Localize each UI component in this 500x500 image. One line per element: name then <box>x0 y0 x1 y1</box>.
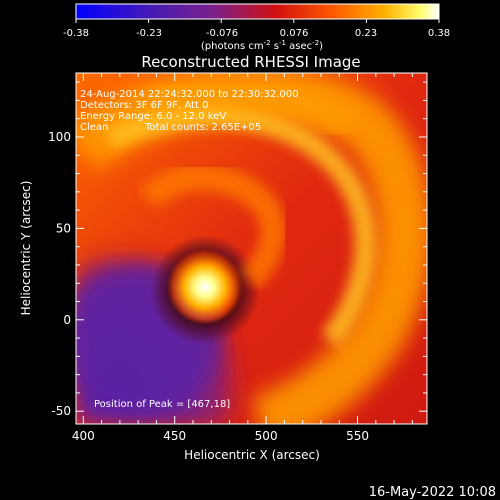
colorbar-tick-label: -0.38 <box>63 28 89 39</box>
colorbar-tick-label: 0.076 <box>280 28 309 39</box>
annotation-detectors: Detectors: 3F 6F 9F, Att 0 <box>80 100 208 111</box>
colorbar-tick-label: -0.23 <box>136 28 162 39</box>
y-tick-label: 50 <box>56 221 71 235</box>
colorbar-tick-label: 0.23 <box>355 28 377 39</box>
annotation-time-range: 24-Aug-2014 22:24:32.000 to 22:30:32.000 <box>80 89 299 100</box>
y-tick-label: -50 <box>51 404 71 418</box>
x-axis-label: Heliocentric X (arcsec) <box>184 448 320 462</box>
annotation-peak-position: Position of Peak = [467,18] <box>94 399 230 410</box>
y-tick-label: 100 <box>48 130 71 144</box>
colorbar-tick-label: -0.076 <box>206 28 238 39</box>
colorbar <box>75 3 440 20</box>
x-tick-label: 550 <box>346 429 369 443</box>
x-tick-label: 400 <box>72 429 95 443</box>
colorbar-unit-label: (photons cm-2 s-1 asec-2) <box>201 39 323 52</box>
x-tick-label: 500 <box>255 429 278 443</box>
y-axis-label: Heliocentric Y (arcsec) <box>19 181 33 316</box>
heatmap-image <box>76 73 427 424</box>
annotation-total-counts: Total counts: 2.65E+05 <box>144 122 261 133</box>
plot-frame <box>75 72 428 425</box>
annotation-clean: Clean <box>80 122 108 133</box>
footer-date: 16-May-2022 10:08 <box>369 485 496 500</box>
chart-title: Reconstructed RHESSI Image <box>141 53 360 71</box>
y-tick-label: 0 <box>63 313 71 327</box>
annotation-energy-range: Energy Range: 6.0 - 12.0 keV <box>80 111 226 122</box>
x-tick-label: 450 <box>163 429 186 443</box>
colorbar-tick-label: 0.38 <box>428 28 450 39</box>
